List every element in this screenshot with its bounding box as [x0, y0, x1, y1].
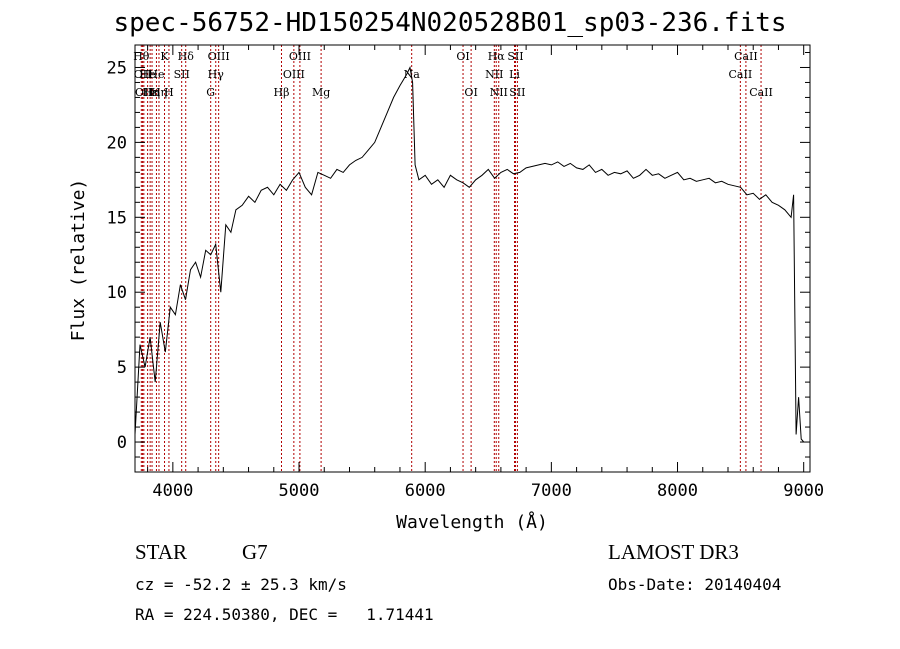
x-tick-label: 9000: [783, 481, 824, 501]
line-label: OII: [134, 68, 152, 81]
line-label: Hε: [142, 86, 158, 99]
line-label: G: [206, 86, 215, 99]
line-label: He: [148, 68, 164, 81]
line-label: SII: [507, 50, 523, 63]
x-tick-label: 7000: [531, 481, 572, 501]
line-label: Hδ: [178, 50, 195, 63]
line-label: Hη: [144, 86, 160, 99]
y-tick-label: 5: [117, 358, 127, 378]
line-label: Hβ: [274, 86, 290, 99]
axis-ticks: 4000 5000 6000 7000 8000 9000 0 5 10 15 20 25: [107, 45, 824, 501]
line-label: K: [160, 50, 169, 63]
line-label: OI: [456, 50, 469, 63]
x-axis-label: Wavelength (Å): [396, 511, 548, 533]
y-tick-label: 10: [107, 283, 127, 303]
line-label: CaII: [729, 68, 753, 81]
survey-name: LAMOST DR3: [608, 540, 739, 564]
line-label: SII: [174, 68, 190, 81]
x-tick-label: 4000: [152, 481, 193, 501]
line-label: OII: [135, 86, 153, 99]
y-tick-label: 25: [107, 58, 127, 78]
line-label: NII: [485, 68, 503, 81]
x-tick-label: 5000: [279, 481, 320, 501]
y-tick-label: 0: [117, 433, 127, 453]
line-markers: [140, 45, 762, 472]
line-label: He: [140, 68, 156, 81]
x-tick-label: 6000: [405, 481, 446, 501]
redshift-velocity: cz = -52.2 ± 25.3 km/s: [135, 575, 347, 594]
line-label: OI: [464, 86, 477, 99]
line-label: Hθ: [133, 50, 150, 63]
object-class: STAR: [135, 540, 187, 564]
x-tick-label: 8000: [657, 481, 698, 501]
plot-frame: [134, 44, 811, 473]
line-label: SII: [509, 86, 525, 99]
y-axis-label: Flux (relative): [68, 179, 89, 342]
line-label: OIII: [208, 50, 230, 63]
coordinates: RA = 224.50380, DEC = 1.71441: [135, 605, 434, 624]
line-label: Hα: [488, 50, 506, 63]
y-tick-label: 20: [107, 133, 127, 153]
line-label: CaII: [734, 50, 758, 63]
line-label: OIII: [289, 50, 311, 63]
line-label: Hη: [151, 86, 167, 99]
line-label: Mg: [312, 86, 330, 99]
line-label: Hγ: [208, 68, 225, 81]
line-labels: HθOIIOIIHeHεHηHeHηKHSIIHδGHγOIIIHβOIIIOI…: [133, 50, 773, 99]
line-label: H: [164, 86, 174, 99]
line-label: CaII: [749, 86, 773, 99]
chart-title: spec-56752-HD150254N020528B01_sp03-236.f…: [113, 8, 787, 38]
y-tick-label: 15: [107, 208, 127, 228]
line-label: OIII: [283, 68, 305, 81]
spectrum-line: [134, 65, 805, 443]
line-label: NII: [490, 86, 508, 99]
obs-date: Obs-Date: 20140404: [608, 575, 782, 594]
line-label: Li: [509, 68, 520, 81]
object-subclass: G7: [242, 540, 268, 564]
